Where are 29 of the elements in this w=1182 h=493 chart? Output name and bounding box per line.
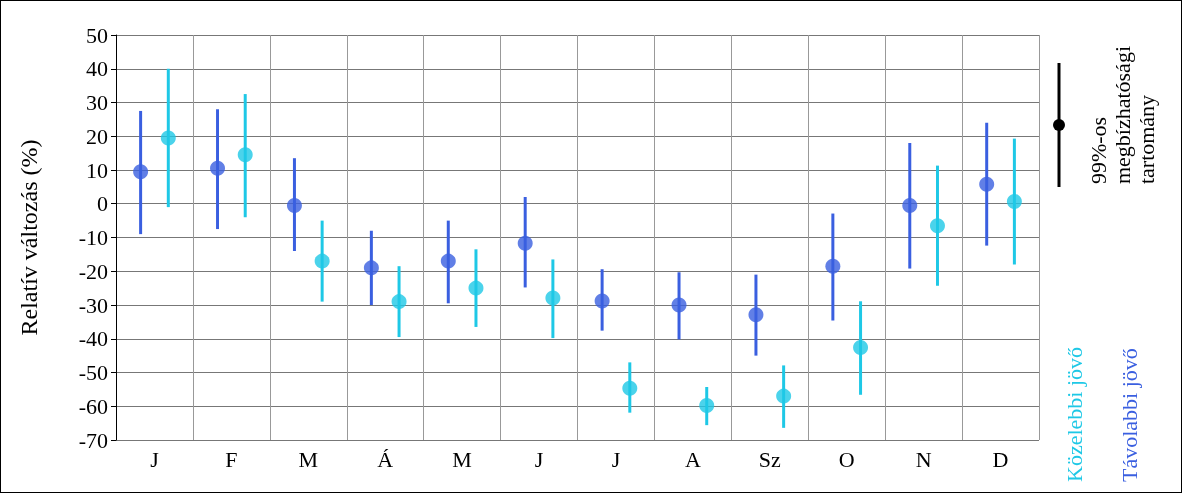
text: 99%-os megbízhatósági tartomány xyxy=(1085,45,1159,185)
x-tick-label: J xyxy=(611,446,621,472)
text: Közelebbi jövő xyxy=(1061,346,1087,482)
x-tick-label: A xyxy=(684,446,701,472)
x-tick-label: O xyxy=(838,446,855,472)
y-tick-label: 10 xyxy=(86,157,108,183)
y-axis-title: Relatív változás (%) xyxy=(16,139,42,336)
x-tick-label: F xyxy=(225,446,238,472)
x-tick-label: J xyxy=(534,446,544,472)
y-tick-label: -40 xyxy=(78,326,108,352)
x-tick-label: J xyxy=(150,446,160,472)
y-tick-label: 40 xyxy=(86,56,108,82)
y-tick-label: 50 xyxy=(86,22,108,48)
y-tick-label: -10 xyxy=(78,225,108,250)
text: Távolabbi jövő xyxy=(1116,348,1142,482)
x-tick-label: Sz xyxy=(758,446,782,472)
y-tick-label: 0 xyxy=(97,191,108,217)
y-tick-label: -50 xyxy=(78,360,108,385)
x-tick-label: M xyxy=(298,446,319,472)
y-tick-label: -30 xyxy=(78,292,108,318)
y-tick-label: -60 xyxy=(78,393,108,419)
x-tick-label: N xyxy=(915,446,932,472)
x-tick-label: Á xyxy=(377,446,394,472)
y-tick-label: -20 xyxy=(78,258,108,284)
x-tick-label: D xyxy=(992,446,1009,472)
y-tick-label: 20 xyxy=(86,123,108,149)
x-tick-label: M xyxy=(452,446,472,472)
y-tick-label: -70 xyxy=(78,427,108,453)
y-tick-label: 30 xyxy=(86,90,108,115)
